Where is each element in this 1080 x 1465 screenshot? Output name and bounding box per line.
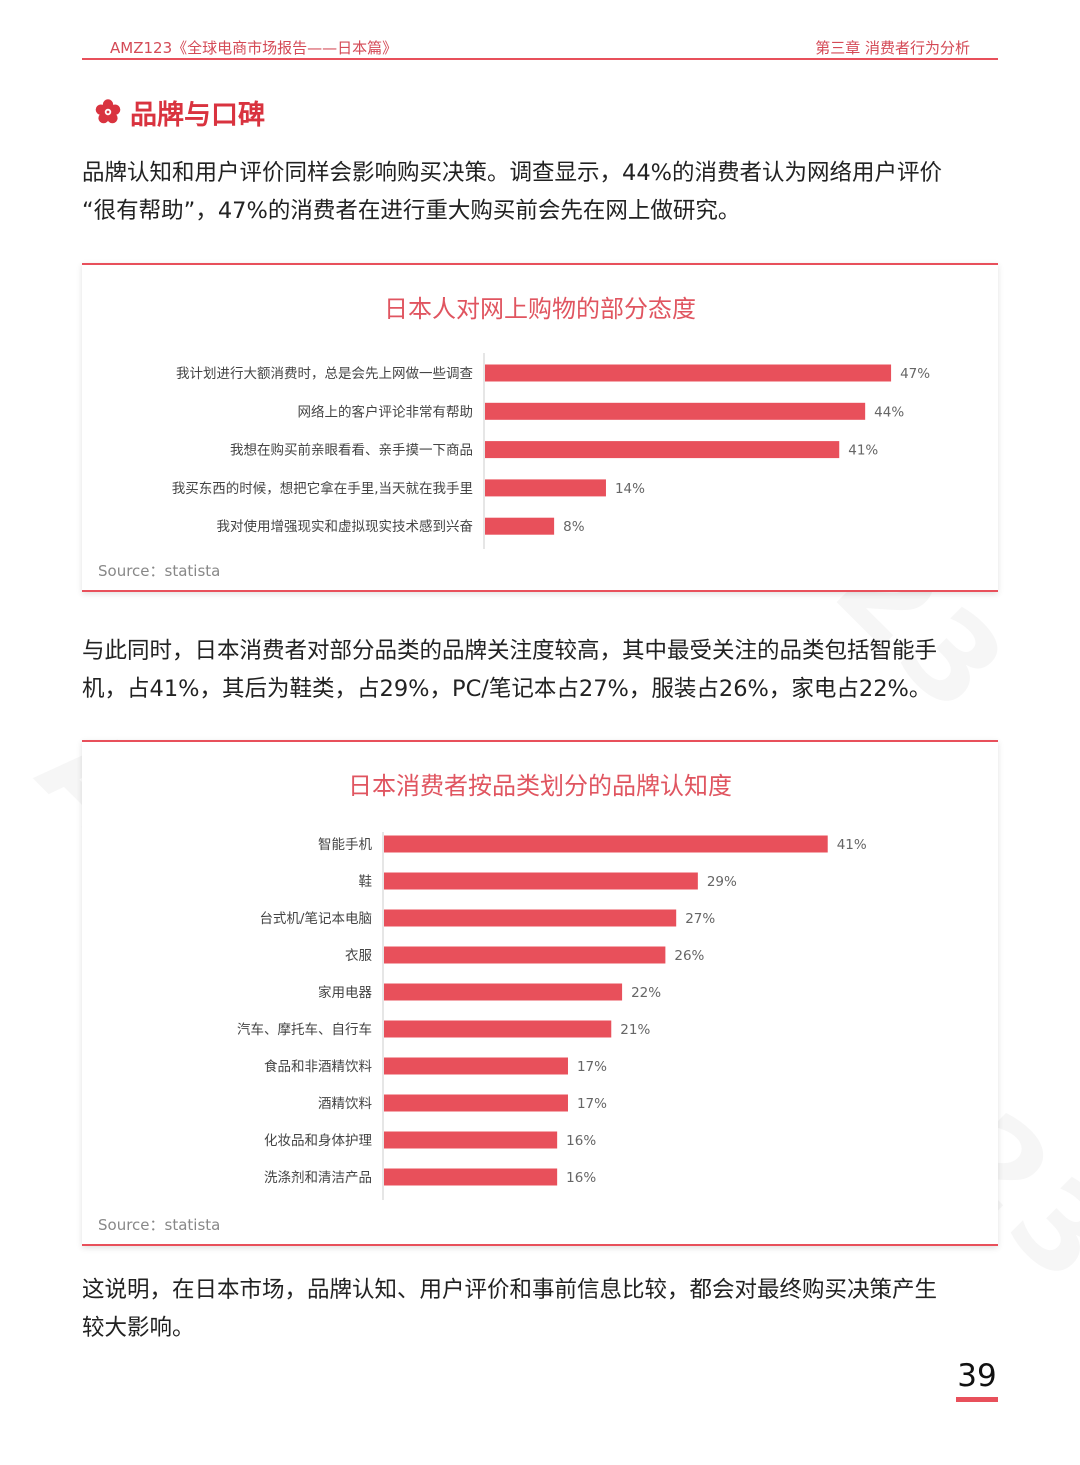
category-label: 衣服 [345, 948, 372, 964]
attitude-bar-chart: 我计划进行大额消费时，总是会先上网做一些调查 47% 网络上的客户评论非常有帮助 44… [172, 353, 930, 549]
section-title: 品牌与口碑 [130, 99, 265, 131]
bar [384, 1020, 612, 1038]
category-label: 智能手机 [318, 837, 372, 853]
attitude-chart-card: 日本人对网上购物的部分态度 我计划进行大额消费时，总是会先上网做一些调查 47% 网… [82, 263, 998, 592]
category-label: 洗涤剂和清洁产品 [264, 1170, 372, 1186]
category-label: 网络上的客户评论非常有帮助 [298, 403, 474, 420]
section-heading: 品牌与口碑 [94, 92, 265, 132]
chapter-title: 第三章 消费者行为分析 [815, 39, 970, 57]
paragraph-line: 品牌认知和用户评价同样会影响购买决策。调查显示，44%的消费者认为网络用户评价 [82, 160, 943, 186]
chart-source: Source：statista [98, 562, 221, 580]
bar [384, 909, 677, 927]
intro-paragraph: 品牌认知和用户评价同样会影响购买决策。调查显示，44%的消费者认为网络用户评价 … [82, 154, 998, 230]
category-label: 家用电器 [318, 984, 372, 1001]
value-label: 21% [620, 1022, 650, 1038]
value-label: 29% [707, 874, 737, 890]
brand-awareness-chart-card: 日本消费者按品类划分的品牌认知度 智能手机 41% 鞋 29% 台式机/笔记本电脑 27%… [82, 740, 998, 1246]
bar [384, 1094, 568, 1112]
report-title: AMZ123《全球电商市场报告——日本篇》 [110, 39, 398, 57]
bar [485, 402, 866, 420]
category-label: 我对使用增强现实和虚拟现实技术感到兴奋 [217, 518, 474, 535]
bar [485, 479, 606, 497]
category-label: 汽车、摩托车、自行车 [237, 1021, 372, 1038]
value-label: 17% [577, 1096, 607, 1112]
page-number-underline [956, 1397, 998, 1402]
chart-source: Source：statista [98, 1216, 221, 1234]
bar [485, 517, 555, 535]
value-label: 8% [563, 519, 585, 535]
value-label: 41% [848, 443, 878, 459]
value-label: 14% [615, 481, 645, 497]
chart-title: 日本消费者按品类划分的品牌认知度 [348, 772, 732, 800]
bar [384, 835, 828, 853]
value-label: 16% [566, 1170, 596, 1186]
category-label: 化妆品和身体护理 [264, 1133, 372, 1149]
category-label: 我买东西的时候，想把它拿在手里,当天就在我手里 [172, 480, 473, 497]
value-label: 26% [674, 948, 704, 964]
bar [384, 1131, 558, 1149]
category-label: 我想在购买前亲眼看看、亲手摸一下商品 [230, 442, 473, 459]
category-label: 台式机/笔记本电脑 [259, 911, 372, 927]
value-label: 27% [685, 911, 715, 927]
value-label: 17% [577, 1059, 607, 1075]
category-label: 食品和非酒精饮料 [264, 1058, 372, 1075]
bar [384, 1168, 558, 1186]
bar [384, 1057, 568, 1075]
category-paragraph: 与此同时，日本消费者对部分品类的品牌关注度较高，其中最受关注的品类包括智能手 机… [82, 632, 998, 708]
paragraph-line: 较大影响。 [82, 1315, 195, 1341]
page-header: AMZ123《全球电商市场报告——日本篇》 第三章 消费者行为分析 [82, 34, 998, 60]
paragraph-line: 这说明，在日本市场，品牌认知、用户评价和事前信息比较，都会对最终购买决策产生 [82, 1277, 938, 1303]
page-number: 39 [957, 1358, 997, 1394]
bar [485, 364, 892, 382]
value-label: 16% [566, 1133, 596, 1149]
value-label: 47% [900, 366, 930, 382]
value-label: 41% [837, 837, 867, 853]
category-label: 鞋 [359, 874, 373, 890]
category-label: 我计划进行大额消费时，总是会先上网做一些调查 [176, 366, 473, 382]
conclusion-paragraph: 这说明，在日本市场，品牌认知、用户评价和事前信息比较，都会对最终购买决策产生 较… [82, 1271, 998, 1347]
paragraph-line: “很有帮助”，47%的消费者在进行重大购买前会先在网上做研究。 [82, 198, 741, 224]
category-label: 酒精饮料 [318, 1096, 372, 1112]
value-label: 44% [874, 404, 904, 420]
chart-title: 日本人对网上购物的部分态度 [384, 295, 696, 323]
paragraph-line: 与此同时，日本消费者对部分品类的品牌关注度较高，其中最受关注的品类包括智能手 [82, 638, 938, 664]
brand-awareness-bar-chart: 智能手机 41% 鞋 29% 台式机/笔记本电脑 27% 衣服 26% 家用电器 22% 汽车、摩托… [237, 832, 867, 1200]
bar [384, 872, 698, 890]
value-label: 22% [631, 985, 661, 1001]
paragraph-line: 机，占41%，其后为鞋类，占29%，PC/笔记本占27%，服装占26%，家电占2… [82, 676, 932, 702]
bar [384, 983, 623, 1001]
bar [384, 946, 666, 964]
bar [485, 441, 840, 459]
sakura-flower-icon [95, 99, 121, 124]
